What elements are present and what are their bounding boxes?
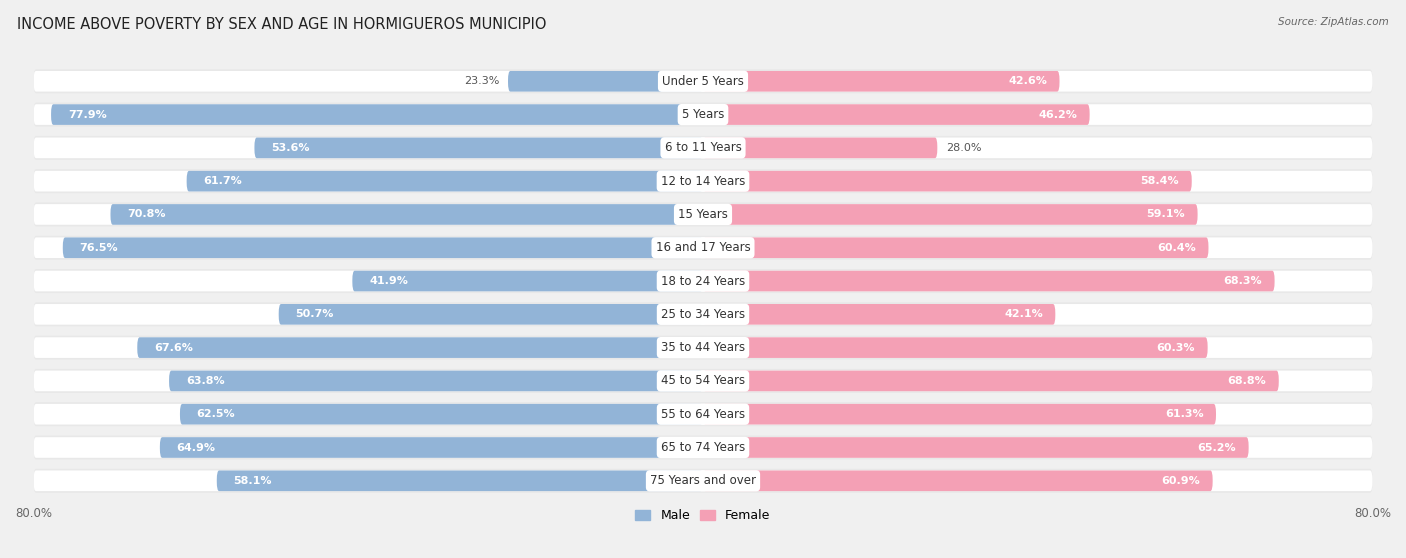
Text: 75 Years and over: 75 Years and over (650, 474, 756, 487)
FancyBboxPatch shape (34, 271, 1372, 291)
FancyBboxPatch shape (254, 137, 703, 158)
FancyBboxPatch shape (34, 204, 1372, 225)
Text: 41.9%: 41.9% (370, 276, 408, 286)
FancyBboxPatch shape (34, 69, 1372, 93)
Legend: Male, Female: Male, Female (630, 504, 776, 527)
Text: 68.8%: 68.8% (1227, 376, 1267, 386)
FancyBboxPatch shape (34, 71, 1372, 92)
FancyBboxPatch shape (34, 469, 1372, 493)
Text: Source: ZipAtlas.com: Source: ZipAtlas.com (1278, 17, 1389, 27)
FancyBboxPatch shape (51, 104, 703, 125)
Text: 45 to 54 Years: 45 to 54 Years (661, 374, 745, 387)
FancyBboxPatch shape (703, 104, 1090, 125)
Text: 35 to 44 Years: 35 to 44 Years (661, 341, 745, 354)
FancyBboxPatch shape (111, 204, 703, 225)
FancyBboxPatch shape (34, 137, 1372, 158)
FancyBboxPatch shape (703, 71, 1060, 92)
FancyBboxPatch shape (34, 236, 1372, 259)
FancyBboxPatch shape (703, 237, 1209, 258)
FancyBboxPatch shape (34, 237, 1372, 258)
FancyBboxPatch shape (187, 171, 703, 191)
Text: 60.9%: 60.9% (1161, 476, 1201, 486)
Text: 46.2%: 46.2% (1038, 109, 1077, 119)
FancyBboxPatch shape (703, 304, 1056, 325)
Text: 67.6%: 67.6% (155, 343, 193, 353)
Text: 15 Years: 15 Years (678, 208, 728, 221)
Text: INCOME ABOVE POVERTY BY SEX AND AGE IN HORMIGUEROS MUNICIPIO: INCOME ABOVE POVERTY BY SEX AND AGE IN H… (17, 17, 547, 32)
Text: 60.3%: 60.3% (1157, 343, 1195, 353)
Text: 77.9%: 77.9% (67, 109, 107, 119)
Text: 65 to 74 Years: 65 to 74 Years (661, 441, 745, 454)
FancyBboxPatch shape (34, 169, 1372, 193)
FancyBboxPatch shape (34, 302, 1372, 326)
Text: 42.6%: 42.6% (1008, 76, 1047, 86)
Text: 62.5%: 62.5% (197, 409, 235, 419)
Text: 65.2%: 65.2% (1198, 442, 1236, 453)
FancyBboxPatch shape (169, 371, 703, 391)
FancyBboxPatch shape (34, 336, 1372, 359)
FancyBboxPatch shape (63, 237, 703, 258)
FancyBboxPatch shape (34, 203, 1372, 227)
Text: 58.4%: 58.4% (1140, 176, 1180, 186)
Text: 55 to 64 Years: 55 to 64 Years (661, 408, 745, 421)
Text: 23.3%: 23.3% (464, 76, 499, 86)
FancyBboxPatch shape (34, 136, 1372, 160)
FancyBboxPatch shape (34, 371, 1372, 391)
Text: 18 to 24 Years: 18 to 24 Years (661, 275, 745, 287)
FancyBboxPatch shape (703, 137, 938, 158)
Text: 70.8%: 70.8% (127, 209, 166, 219)
Text: 60.4%: 60.4% (1157, 243, 1197, 253)
FancyBboxPatch shape (34, 103, 1372, 127)
FancyBboxPatch shape (34, 104, 1372, 125)
Text: 64.9%: 64.9% (177, 442, 215, 453)
Text: 63.8%: 63.8% (186, 376, 225, 386)
FancyBboxPatch shape (34, 435, 1372, 459)
FancyBboxPatch shape (703, 404, 1216, 425)
FancyBboxPatch shape (34, 470, 1372, 491)
FancyBboxPatch shape (34, 304, 1372, 325)
FancyBboxPatch shape (160, 437, 703, 458)
FancyBboxPatch shape (278, 304, 703, 325)
Text: 42.1%: 42.1% (1004, 309, 1043, 319)
FancyBboxPatch shape (703, 204, 1198, 225)
Text: 5 Years: 5 Years (682, 108, 724, 121)
FancyBboxPatch shape (703, 470, 1212, 491)
FancyBboxPatch shape (703, 371, 1279, 391)
Text: 50.7%: 50.7% (295, 309, 333, 319)
Text: 25 to 34 Years: 25 to 34 Years (661, 308, 745, 321)
Text: 6 to 11 Years: 6 to 11 Years (665, 141, 741, 155)
Text: 53.6%: 53.6% (271, 143, 309, 153)
FancyBboxPatch shape (353, 271, 703, 291)
Text: 76.5%: 76.5% (80, 243, 118, 253)
FancyBboxPatch shape (34, 404, 1372, 425)
Text: 58.1%: 58.1% (233, 476, 271, 486)
Text: 12 to 14 Years: 12 to 14 Years (661, 175, 745, 187)
FancyBboxPatch shape (138, 337, 703, 358)
FancyBboxPatch shape (703, 271, 1275, 291)
FancyBboxPatch shape (703, 171, 1192, 191)
FancyBboxPatch shape (703, 437, 1249, 458)
FancyBboxPatch shape (34, 402, 1372, 426)
FancyBboxPatch shape (34, 337, 1372, 358)
FancyBboxPatch shape (703, 337, 1208, 358)
Text: 59.1%: 59.1% (1146, 209, 1185, 219)
FancyBboxPatch shape (34, 437, 1372, 458)
Text: 61.7%: 61.7% (204, 176, 242, 186)
FancyBboxPatch shape (217, 470, 703, 491)
Text: 28.0%: 28.0% (946, 143, 981, 153)
FancyBboxPatch shape (34, 269, 1372, 293)
Text: Under 5 Years: Under 5 Years (662, 75, 744, 88)
Text: 61.3%: 61.3% (1164, 409, 1204, 419)
FancyBboxPatch shape (508, 71, 703, 92)
FancyBboxPatch shape (34, 369, 1372, 393)
Text: 68.3%: 68.3% (1223, 276, 1263, 286)
FancyBboxPatch shape (180, 404, 703, 425)
Text: 16 and 17 Years: 16 and 17 Years (655, 241, 751, 254)
FancyBboxPatch shape (34, 171, 1372, 191)
